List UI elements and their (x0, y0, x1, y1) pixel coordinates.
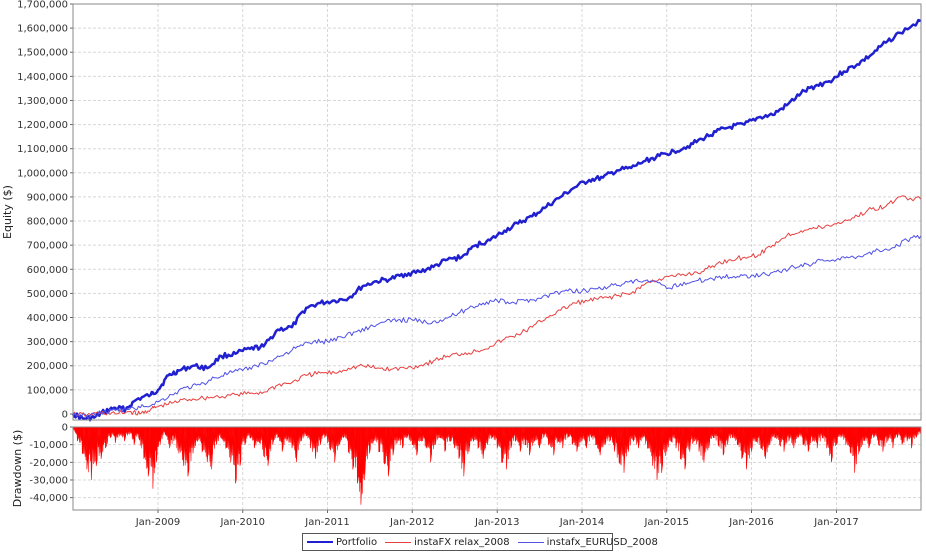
x-tick-label: Jan-2013 (474, 517, 519, 528)
legend-label-portfolio: Portfolio (336, 536, 378, 548)
x-tick-label: Jan-2015 (643, 517, 688, 528)
x-tick-label: Jan-2011 (304, 517, 349, 528)
equity-tick-label: 1,300,000 (17, 96, 68, 107)
equity-tick-label: 400,000 (27, 313, 68, 324)
drawdown-tick-label: -10,000 (29, 440, 68, 451)
series-line-2 (72, 234, 922, 419)
legend-label-instafx-eurusd: instafx_EURUSD_2008 (546, 536, 658, 548)
equity-tick-label: 1,500,000 (17, 48, 68, 59)
drawdown-panel: 0 -10,000 -20,000 -30,000 -40,000 Jan-2009 Jan… (11, 423, 922, 528)
equity-tick-label: 1,400,000 (17, 72, 68, 83)
equity-tick-label: 1,100,000 (17, 144, 68, 155)
equity-axis-title: Equity ($) (1, 185, 14, 239)
equity-tick-label: 900,000 (27, 192, 68, 203)
x-tick-label: Jan-2014 (559, 517, 604, 528)
equity-tick-label: 1,200,000 (17, 120, 68, 131)
equity-tick-label: 600,000 (27, 265, 68, 276)
legend-swatch-portfolio (307, 541, 333, 543)
x-tick-label: Jan-2009 (135, 517, 180, 528)
legend-item-portfolio: Portfolio (307, 537, 377, 548)
equity-tick-label: 1,700,000 (17, 0, 68, 11)
series-line-1 (72, 195, 922, 417)
x-tick-label: Jan-2012 (389, 517, 434, 528)
equity-tick-label: 700,000 (27, 241, 68, 252)
legend-swatch-instafx-relax (385, 541, 412, 543)
equity-plot-border (72, 3, 922, 421)
equity-tick-label: 200,000 (27, 361, 68, 372)
legend-label-instafx-relax: instaFX relax_2008 (414, 536, 510, 548)
equity-tick-label: 500,000 (27, 289, 68, 300)
drawdown-tick-label: 0 (62, 423, 68, 434)
series-line-0 (71, 18, 922, 422)
drawdown-tick-label: -40,000 (29, 493, 68, 504)
equity-tick-label: 100,000 (27, 385, 68, 396)
equity-panel: 0 100,000 200,000 300,000 400,000 500,000 600,… (1, 0, 922, 422)
legend-item-instafx-relax: instaFX relax_2008 (385, 536, 510, 548)
drawdown-axis-title: Drawdown ($) (11, 430, 24, 508)
x-tick-label: Jan-2010 (219, 517, 264, 528)
equity-tick-label: 1,000,000 (17, 168, 68, 179)
chart-legend: Portfolio instaFX relax_2008 instafx_EUR… (302, 533, 658, 551)
drawdown-plot-border (72, 426, 922, 511)
drawdown-tick-label: -20,000 (29, 458, 68, 469)
drawdown-area (72, 426, 922, 505)
legend-item-instafx-eurusd: instafx_EURUSD_2008 (517, 536, 658, 548)
equity-tick-label: 0 (62, 409, 68, 420)
equity-tick-label: 1,600,000 (17, 24, 68, 35)
x-tick-label: Jan-2016 (728, 517, 773, 528)
legend-swatch-instafx-eurusd (517, 541, 544, 543)
x-tick-label: Jan-2017 (813, 517, 858, 528)
drawdown-tick-label: -30,000 (29, 475, 68, 486)
equity-tick-label: 800,000 (27, 217, 68, 228)
equity-tick-label: 300,000 (27, 337, 68, 348)
